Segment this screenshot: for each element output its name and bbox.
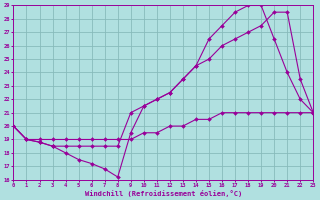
X-axis label: Windchill (Refroidissement éolien,°C): Windchill (Refroidissement éolien,°C) <box>85 190 242 197</box>
